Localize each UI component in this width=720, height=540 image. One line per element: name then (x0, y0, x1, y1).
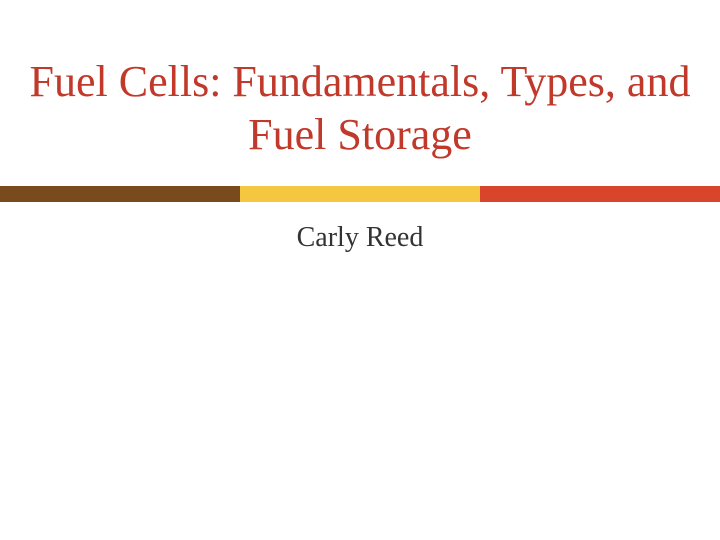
slide-container: Fuel Cells: Fundamentals, Types, and Fue… (0, 0, 720, 540)
divider-segment-3 (480, 186, 720, 202)
divider-segment-1 (0, 186, 240, 202)
divider-bar (0, 186, 720, 202)
slide-subtitle: Carly Reed (0, 202, 720, 254)
divider-segment-2 (240, 186, 480, 202)
slide-title: Fuel Cells: Fundamentals, Types, and Fue… (0, 0, 720, 186)
